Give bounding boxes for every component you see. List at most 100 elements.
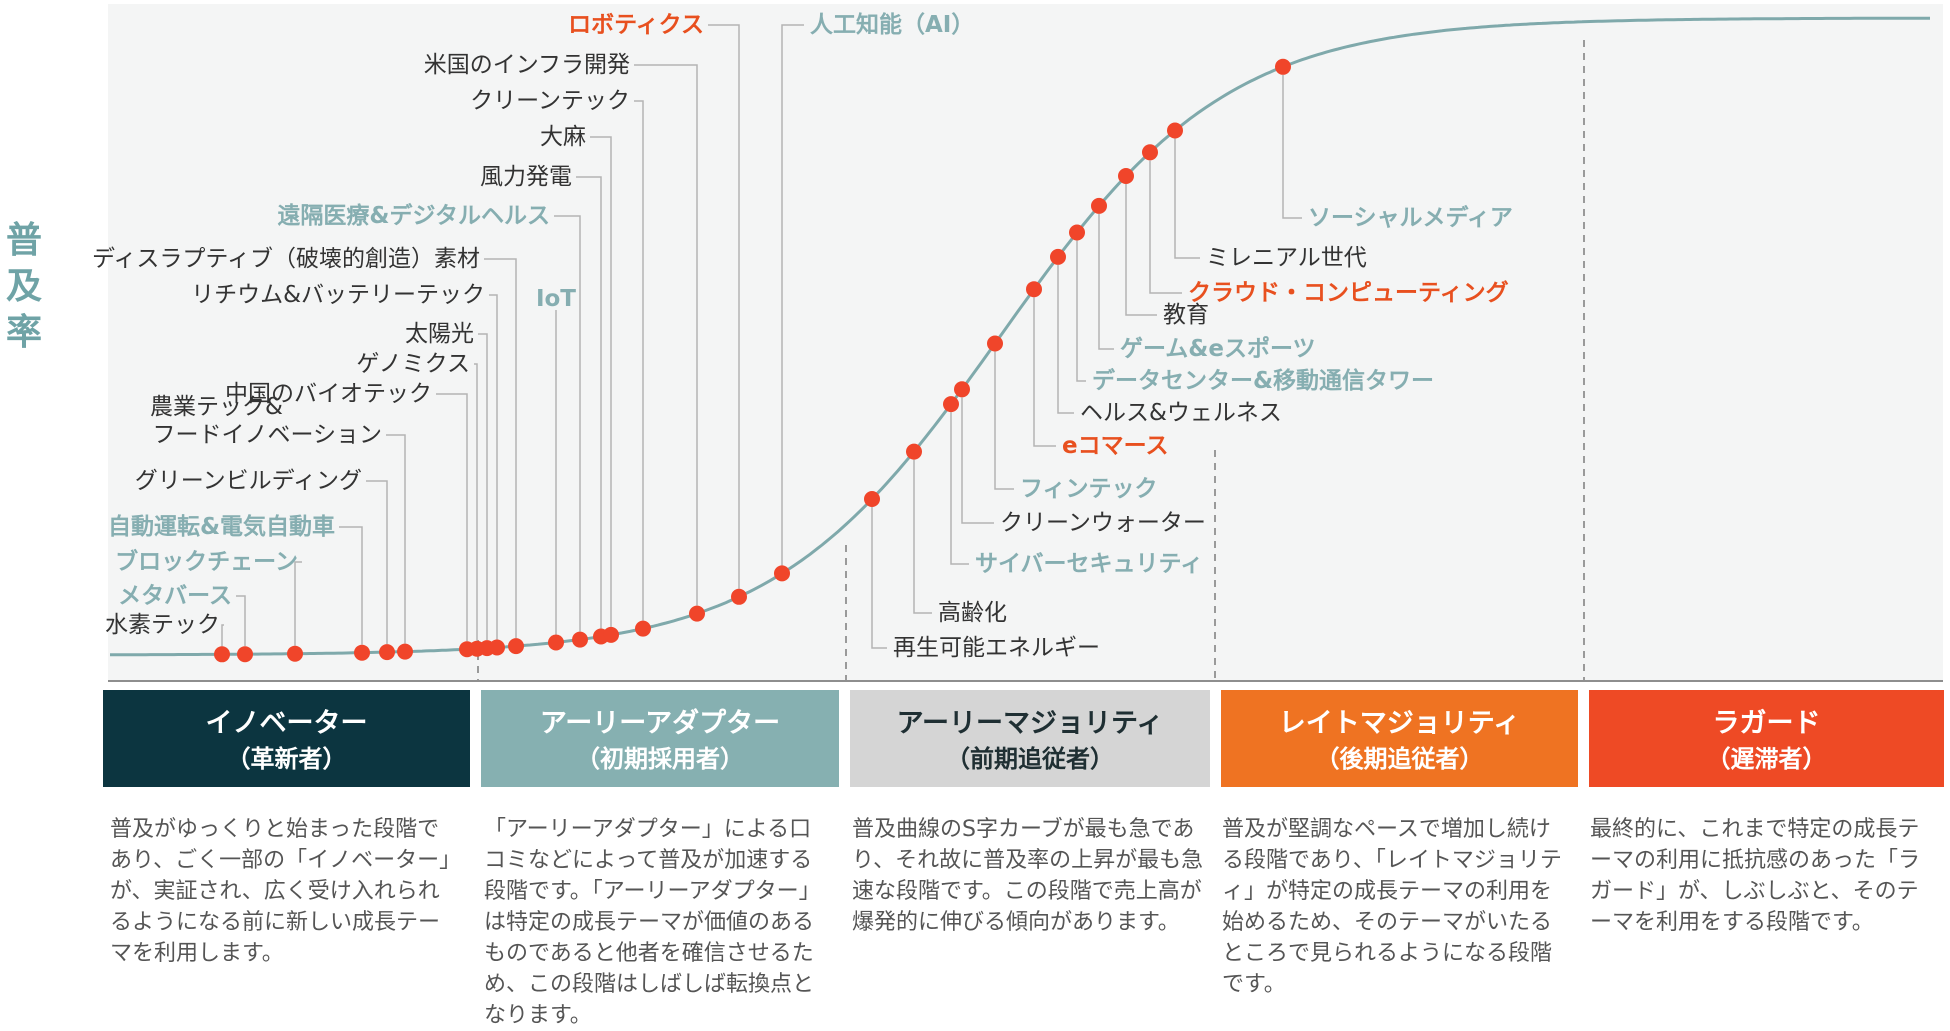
stage-early-adopters-description: 「アーリーアダプター」による口コミなどによって普及が加速する段階です。「アーリー… — [484, 817, 821, 1028]
theme-label: クリーンウォーター — [1000, 510, 1206, 536]
theme-label: 大麻 — [540, 124, 586, 150]
leader-line — [590, 136, 612, 627]
theme-label: 遠隔医療&デジタルヘルス — [277, 202, 550, 229]
leader-line — [484, 258, 517, 639]
stage-late-majority: レイトマジョリティ （後期追従者） — [1221, 690, 1578, 787]
leader-line — [1282, 74, 1302, 219]
theme-label: 中国のバイオテック — [225, 381, 432, 407]
theme-dot — [397, 643, 413, 660]
theme-dot — [987, 335, 1003, 352]
stage-early-majority-title: アーリーマジョリティ — [896, 708, 1164, 739]
theme-dot — [689, 605, 705, 622]
theme-dot — [603, 626, 619, 643]
leader-line — [950, 412, 969, 565]
leader-line — [339, 526, 363, 645]
leader-line — [871, 507, 887, 649]
stage-innovators-subtitle: （革新者） — [226, 745, 347, 773]
theme-dot — [214, 646, 230, 663]
leader-line — [554, 215, 581, 632]
theme-dot — [731, 588, 747, 605]
stage-late-majority-title: レイトマジョリティ — [1278, 708, 1521, 739]
theme-dot — [954, 381, 970, 398]
background-bands — [108, 4, 1943, 680]
adoption-curve — [110, 16, 1930, 657]
theme-label: ゲノミクス — [356, 351, 470, 377]
theme-label: 風力発電 — [480, 164, 572, 190]
stage-laggards-subtitle: （遅滞者） — [1706, 745, 1827, 773]
theme-label: リチウム&バッテリーテック — [191, 282, 485, 308]
theme-label: 高齢化 — [938, 600, 1007, 626]
stage-laggards-title: ラガード — [1712, 708, 1821, 739]
theme-label: メタバース — [118, 583, 232, 609]
theme-dot — [1050, 248, 1066, 265]
leader-line — [474, 363, 478, 641]
theme-label: ヘルス&ウェルネス — [1080, 400, 1282, 426]
leader-line — [221, 624, 224, 647]
theme-label: 人工知能（AI） — [810, 11, 974, 38]
theme-dot — [1026, 281, 1042, 298]
stage-early-adopters-title: アーリーアダプター — [539, 708, 781, 739]
leader-line — [1149, 160, 1182, 294]
theme-label: フードイノベーション — [152, 422, 382, 448]
theme-dot — [489, 639, 505, 656]
theme-label: 米国のインフラ開発 — [424, 52, 630, 78]
theme-label: 水素テック — [105, 612, 220, 638]
theme-dot — [354, 644, 370, 661]
leader-line — [576, 176, 602, 629]
stage-early-majority-description: 普及曲線のS字カーブが最も急であり、それ故に普及率の上昇が最も急速な段階です。こ… — [852, 817, 1204, 935]
theme-label: eコマース — [1062, 433, 1168, 459]
theme-label: ブロックチェーン — [115, 548, 298, 575]
y-axis-label-char-2: 及 — [5, 266, 42, 307]
leader-line — [961, 397, 994, 524]
theme-dot — [237, 646, 253, 663]
adoption-s-curve-chart: 水素テック メタバース ブロックチェーン 自動運転&電気自動車 グリーンビルディング 農業… — [92, 4, 1943, 682]
theme-dot — [774, 565, 790, 582]
theme-dot — [1118, 168, 1134, 184]
leader-line — [294, 561, 302, 646]
stage-late-majority-description: 普及が堅調なペースで増加し続ける段階であり、「レイトマジョリティ」が特定の成長テ… — [1222, 817, 1562, 997]
stage-laggards-description: 最終的に、これまで特定の成長テーマの利用に抵抗感のあった「ラガード」が、しぶしぶ… — [1590, 817, 1921, 935]
theme-label: 自動運転&電気自動車 — [108, 513, 335, 540]
plot-background — [108, 4, 1943, 680]
leader-line — [781, 24, 804, 566]
theme-label: データセンター&移動通信タワー — [1092, 367, 1434, 394]
leader-line — [1076, 240, 1086, 382]
stage-innovators: イノベーター （革新者） — [103, 690, 470, 787]
theme-label: ミレニアル世代 — [1206, 245, 1367, 271]
leader-line — [913, 459, 932, 614]
theme-dot — [508, 638, 524, 655]
leader-line — [489, 294, 498, 640]
leader-line — [634, 100, 644, 621]
theme-label: グリーンビルディング — [135, 468, 362, 494]
theme-dot — [943, 396, 959, 413]
theme-label: 教育 — [1163, 302, 1209, 328]
leader-line — [236, 595, 246, 647]
theme-dot — [906, 443, 922, 460]
theme-dot — [287, 645, 303, 662]
leader-line — [1098, 213, 1114, 350]
theme-dot — [1069, 224, 1085, 241]
leader-line — [436, 393, 468, 642]
theme-dot — [635, 620, 651, 637]
y-axis-label: 普 及 率 — [4, 218, 44, 356]
theme-dots — [214, 58, 1291, 663]
y-axis-label-char-1: 普 — [5, 220, 42, 261]
theme-label: ディスラプティブ（破壊的創造）素材 — [92, 246, 480, 272]
theme-label: 農業テック& — [150, 394, 283, 420]
theme-dot — [864, 491, 880, 507]
theme-label: 再生可能エネルギー — [893, 635, 1100, 661]
stage-laggards: ラガード （遅滞者） — [1589, 690, 1944, 787]
stage-innovators-description: 普及がゆっくりと始まった段階であり、ごく一部の「イノベーター」が、実証され、広く… — [110, 817, 451, 966]
theme-label: 太陽光 — [405, 321, 474, 347]
stage-early-adopters-subtitle: （初期採用者） — [576, 745, 744, 773]
theme-dot — [1142, 144, 1158, 161]
leader-line — [994, 351, 1014, 490]
leader-line — [708, 24, 740, 589]
leader-line — [1057, 264, 1074, 414]
leader-line — [1033, 297, 1056, 447]
theme-dot — [379, 644, 395, 661]
theme-label: IoT — [536, 286, 576, 312]
leader-line — [1125, 184, 1157, 316]
theme-labels: 水素テック メタバース ブロックチェーン 自動運転&電気自動車 グリーンビルディング 農業… — [92, 11, 1513, 661]
stage-early-majority-subtitle: （前期追従者） — [946, 745, 1114, 773]
